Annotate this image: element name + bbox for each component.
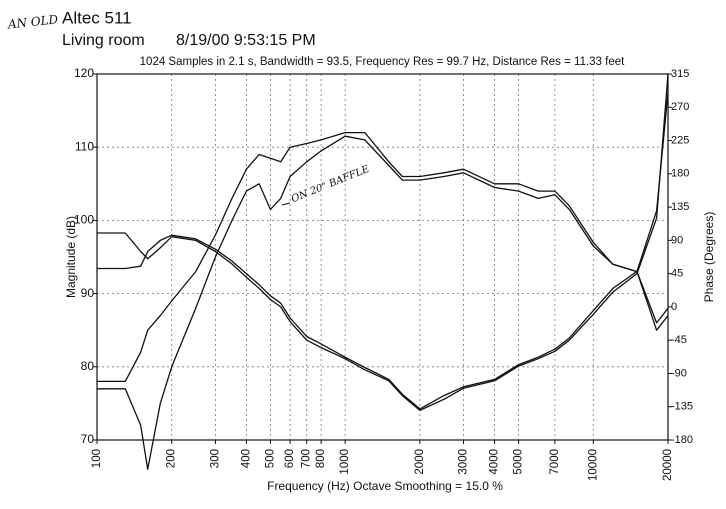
data-line (97, 73, 669, 412)
y2-tick-label: 270 (671, 101, 689, 113)
x-axis-label: Frequency (Hz) Octave Smoothing = 15.0 % (267, 479, 503, 493)
x-tick-label: 2000 (414, 449, 426, 475)
x-tick-label: 100 (91, 449, 103, 468)
y2-tick-label: -180 (671, 434, 693, 446)
y2-tick-label: 315 (671, 68, 689, 80)
y-tick-label: 110 (75, 139, 94, 153)
chart-subtitle: 1024 Samples in 2.1 s, Bandwidth = 93.5,… (140, 56, 625, 68)
y-tick-label: 100 (74, 213, 94, 227)
y2-axis-label: Phase (Degrees) (702, 212, 716, 303)
y-axis-label: Magnitude (dB) (64, 216, 78, 298)
y2-tick-label: 225 (671, 134, 689, 146)
x-tick-label: 5000 (513, 449, 525, 475)
y2-tick-label: -45 (671, 334, 687, 346)
chart-subtitle-line: 8/19/00 9:53:15 PM (176, 32, 316, 49)
x-tick-label: 700 (301, 449, 313, 468)
y2-tick-label: -90 (671, 367, 687, 379)
y2-tick-label: 180 (671, 168, 689, 180)
x-tick-label: 10000 (587, 449, 599, 481)
y-tick-label: 120 (74, 66, 94, 80)
x-tick-label: 20000 (662, 449, 674, 481)
y2-tick-label: 45 (671, 268, 683, 280)
y-tick-label: 70 (81, 432, 95, 446)
x-tick-label: 300 (209, 449, 221, 468)
y2-tick-label: 0 (671, 301, 677, 313)
x-tick-label: 200 (166, 449, 178, 468)
data-line (97, 92, 669, 410)
chart-title: Altec 511 (62, 8, 132, 27)
data-line (97, 135, 669, 470)
y-tick-label: 90 (81, 286, 95, 300)
y-tick-label: 80 (81, 359, 95, 373)
y2-tick-label: 90 (671, 234, 683, 246)
y2-tick-label: -135 (671, 401, 693, 413)
plot-frame (96, 73, 669, 441)
y2-tick-label: 135 (671, 201, 689, 213)
x-tick-label: 1000 (339, 449, 351, 475)
x-tick-label: 400 (240, 449, 252, 468)
x-tick-label: 7000 (549, 449, 561, 475)
annotation: AN OLD (6, 12, 59, 31)
chart-subtitle-line: Living room (62, 32, 145, 49)
x-tick-label: 3000 (458, 449, 470, 475)
x-tick-label: 500 (264, 449, 276, 468)
annotation-arrow (281, 202, 291, 206)
x-tick-label: 800 (315, 449, 327, 468)
x-tick-label: 600 (284, 449, 296, 468)
x-tick-label: 4000 (489, 449, 501, 475)
data-line (97, 131, 669, 383)
